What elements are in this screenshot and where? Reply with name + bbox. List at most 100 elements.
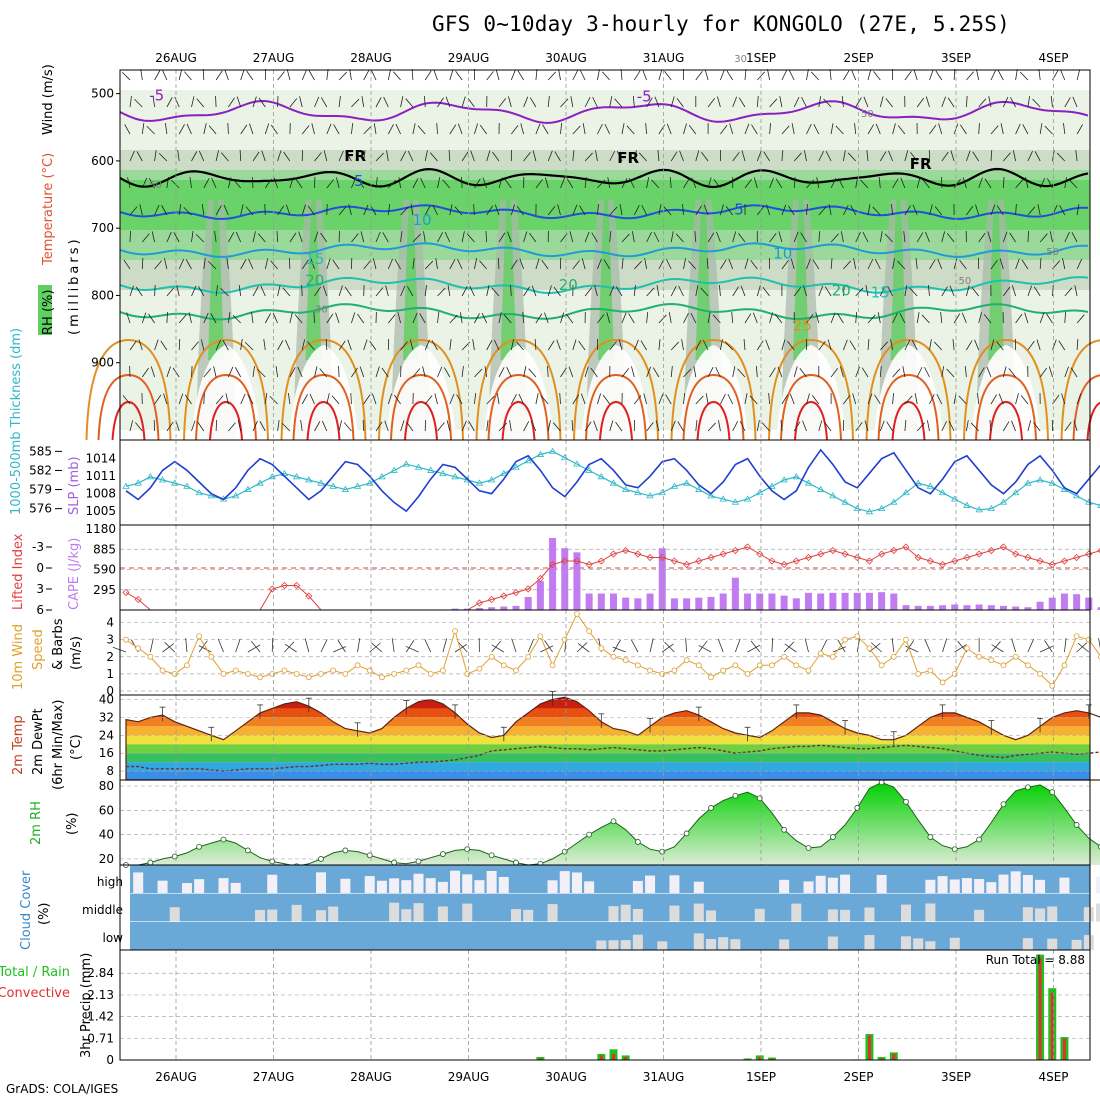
wind-barb — [577, 643, 590, 653]
wind-barb — [581, 258, 586, 270]
wind-barb — [830, 258, 833, 270]
wind-barb — [695, 340, 702, 351]
cloud-middle-label: middle — [82, 903, 123, 917]
wind-barb — [734, 638, 741, 653]
cloud-cover-label: Cloud Cover — [19, 870, 34, 950]
wind-barb — [191, 341, 199, 351]
wind-barb — [283, 151, 291, 162]
rh-point — [683, 830, 690, 837]
wind-barb — [793, 421, 801, 432]
wind-barb — [326, 179, 335, 189]
wind-barb — [386, 150, 389, 162]
wind-barb — [351, 123, 354, 135]
precip-convective-bar — [880, 1058, 884, 1060]
wind-barb — [738, 232, 746, 243]
wind-barb — [129, 150, 135, 162]
wind-barb — [670, 341, 679, 351]
wind-barb — [1064, 231, 1070, 243]
cloud-cell — [1083, 907, 1094, 922]
cloud-cell — [1022, 938, 1033, 950]
wind-barb — [479, 124, 488, 135]
wind-barb — [916, 97, 924, 108]
wind-speed-point — [464, 670, 471, 677]
wind-barb — [226, 258, 229, 270]
wind-barb — [166, 97, 173, 108]
wind-speed-point — [854, 633, 861, 640]
wind-barb — [174, 96, 180, 108]
wind-barb — [461, 231, 465, 243]
wind-barb — [240, 259, 247, 270]
wind-barb — [824, 286, 832, 297]
cloud-cell — [949, 879, 960, 894]
wind-barb — [580, 393, 586, 405]
wind-barb — [597, 204, 599, 216]
grads-credit: GrADS: COLA/IGES — [6, 1082, 119, 1096]
wind-barb — [474, 178, 481, 189]
cape-bar — [731, 577, 739, 610]
wind-barb — [445, 96, 451, 108]
wind-barb — [616, 150, 623, 162]
lifted-tick-label: 3 — [36, 582, 44, 596]
wind-speed-point — [1073, 633, 1080, 640]
wind-barb — [1046, 313, 1053, 324]
cloud-cell — [401, 909, 412, 922]
contour-label: 20 — [559, 276, 578, 294]
rh-point — [220, 836, 227, 843]
cloud-cell — [925, 879, 936, 894]
cape-bar — [987, 605, 995, 610]
wind-barb — [460, 176, 463, 189]
thickness-point — [975, 506, 983, 513]
wind-barb — [592, 96, 598, 108]
wind-barb — [215, 95, 217, 108]
wind-barb — [609, 341, 617, 351]
wind-speed-point — [1037, 670, 1043, 677]
wind-barb — [129, 340, 137, 351]
wind-barb — [768, 393, 770, 405]
wind-barb — [584, 231, 590, 243]
wind-barb — [618, 339, 623, 351]
wind-barb — [547, 71, 556, 81]
wind-barb — [437, 366, 443, 378]
wind-barb — [349, 69, 352, 81]
lifted-point — [817, 550, 825, 558]
cloud-cell — [632, 908, 643, 922]
isotherm-25 — [183, 338, 269, 441]
thickness-point — [475, 479, 484, 486]
cloud-cell — [498, 876, 509, 894]
wind-barb — [897, 260, 906, 270]
thickness-point — [292, 473, 301, 480]
thickness-label: 1000-500mb Thickness (dm) — [9, 328, 24, 515]
wind-barb — [946, 368, 955, 378]
cape-bar — [792, 598, 800, 610]
wind-barb — [344, 422, 352, 432]
wind-barb — [921, 314, 930, 324]
wind-barb — [609, 420, 614, 432]
contour-label: 20 — [305, 271, 324, 289]
wind-barb — [357, 178, 365, 189]
wind-barb — [941, 151, 949, 162]
wind-barb — [164, 123, 168, 135]
wind-barb — [424, 150, 428, 162]
wind-barb — [309, 393, 315, 405]
wind-barb — [507, 231, 512, 243]
wind-barb — [409, 339, 414, 351]
wind-barb — [222, 340, 229, 351]
cloud-cell — [1035, 908, 1046, 922]
warm-surface-blob — [483, 345, 554, 440]
wind-barb — [769, 177, 774, 189]
wind-barb — [720, 204, 724, 216]
wind-barb — [166, 287, 175, 297]
wind-barb — [634, 260, 643, 270]
wind-barb — [904, 285, 908, 297]
rh-point — [586, 831, 593, 838]
wind-barb — [1074, 285, 1078, 297]
thickness-point — [695, 485, 703, 492]
wind-barb — [326, 69, 329, 81]
cloud-cell — [608, 906, 619, 922]
wind-barb — [433, 69, 438, 81]
wind-barb — [593, 420, 598, 432]
wind-barb — [800, 232, 807, 243]
wind-barb — [698, 640, 708, 653]
wind-speed-point — [964, 645, 970, 652]
cloud-cell — [876, 874, 887, 894]
